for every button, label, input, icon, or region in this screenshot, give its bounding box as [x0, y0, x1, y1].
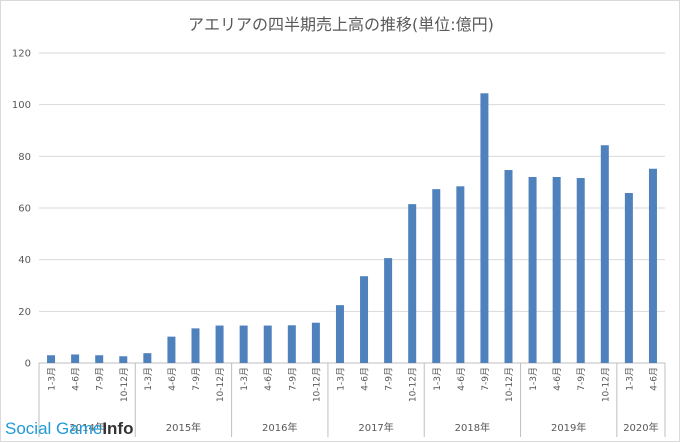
x-tick-label: 1-3月: [432, 367, 443, 391]
bar: [71, 354, 80, 363]
y-tick-label: 120: [12, 49, 31, 60]
x-tick-label: 4-6月: [552, 367, 563, 391]
year-label: 2015年: [166, 421, 201, 434]
y-tick-label: 20: [18, 307, 31, 318]
bar: [95, 355, 104, 363]
x-tick-label: 7-9月: [576, 367, 587, 391]
x-tick-label: 1-3月: [239, 367, 250, 391]
x-tick-label: 4-6月: [167, 367, 178, 391]
x-tick-label: 1-3月: [528, 367, 539, 391]
bar: [480, 93, 489, 364]
year-label: 2017年: [358, 421, 393, 434]
y-tick-label: 40: [18, 255, 31, 266]
bar: [384, 258, 393, 363]
x-tick-label: 10-12月: [119, 367, 130, 402]
bar: [528, 177, 537, 363]
chart-title: アエリアの四半期売上高の推移(単位:億円): [188, 15, 494, 34]
x-tick-label: 1-3月: [143, 367, 154, 391]
y-tick-label: 0: [25, 359, 31, 370]
x-tick-label: 10-12月: [408, 367, 419, 402]
year-label: 2016年: [262, 421, 297, 434]
x-tick-label: 1-3月: [335, 367, 346, 391]
year-label: 2014年: [69, 421, 104, 434]
bar: [119, 356, 128, 363]
bar: [360, 276, 369, 363]
bar: [456, 186, 465, 363]
bar: [239, 325, 248, 363]
x-tick-label: 7-9月: [95, 367, 106, 391]
x-tick-label: 4-6月: [648, 367, 659, 391]
bar: [600, 145, 609, 363]
bar: [47, 355, 56, 363]
bar: [311, 322, 320, 363]
x-tick-label: 1-3月: [47, 367, 58, 391]
x-tick-label: 4-6月: [456, 367, 467, 391]
bar: [191, 328, 200, 363]
x-tick-label: 7-9月: [480, 367, 491, 391]
bar: [287, 325, 296, 363]
bar: [408, 204, 417, 363]
bar: [576, 178, 585, 363]
year-label: 2020年: [623, 421, 658, 434]
x-tick-label: 10-12月: [600, 367, 611, 402]
bar: [504, 170, 513, 363]
x-tick-label: 4-6月: [263, 367, 274, 391]
bar: [215, 325, 224, 363]
watermark-text-a: Social Game: [5, 419, 103, 438]
y-tick-label: 100: [12, 100, 31, 111]
site-watermark: Social GameInfo: [5, 419, 133, 441]
year-label: 2018年: [455, 421, 490, 434]
x-tick-label: 7-9月: [287, 367, 298, 391]
bar: [335, 305, 344, 363]
x-tick-label: 7-9月: [191, 367, 202, 391]
bar: [263, 325, 272, 363]
bar: [432, 189, 441, 363]
x-tick-label: 4-6月: [71, 367, 82, 391]
x-tick-label: 10-12月: [215, 367, 226, 402]
y-tick-label: 80: [18, 152, 31, 163]
y-tick-label: 60: [18, 204, 31, 215]
x-tick-label: 10-12月: [504, 367, 515, 402]
x-tick-label: 1-3月: [624, 367, 635, 391]
bar: [648, 168, 657, 363]
bar: [143, 353, 152, 363]
x-tick-label: 7-9月: [384, 367, 395, 391]
bar: [624, 193, 633, 363]
x-tick-label: 10-12月: [311, 367, 322, 402]
bar: [552, 177, 561, 363]
year-label: 2019年: [551, 421, 586, 434]
watermark-text-b: Info: [102, 419, 134, 438]
x-tick-label: 4-6月: [360, 367, 371, 391]
bar: [167, 336, 176, 363]
